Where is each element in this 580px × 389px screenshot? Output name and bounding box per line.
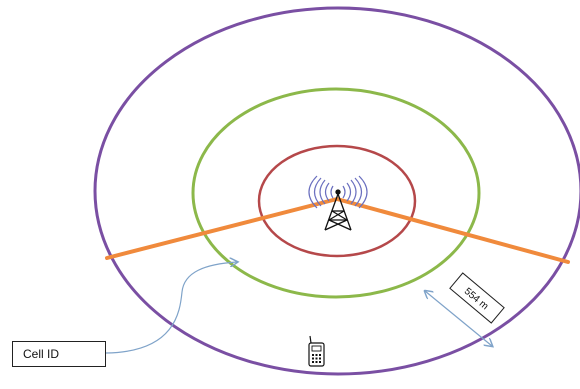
distance-label: 554 m [449,272,505,324]
sector-boundary-line [105,197,570,264]
mobile-phone-icon [308,335,325,367]
outer-coverage-ring [93,6,580,376]
cell-id-pointer-arrow [105,262,237,354]
cell-id-label: Cell ID [12,341,106,367]
signal-waves-icon [308,175,368,209]
inner-coverage-ring [257,144,417,258]
distance-measure-arrow [425,291,492,346]
cell-id-label-text: Cell ID [23,347,60,361]
cell-tower-icon [324,189,352,231]
middle-coverage-ring [191,87,481,299]
